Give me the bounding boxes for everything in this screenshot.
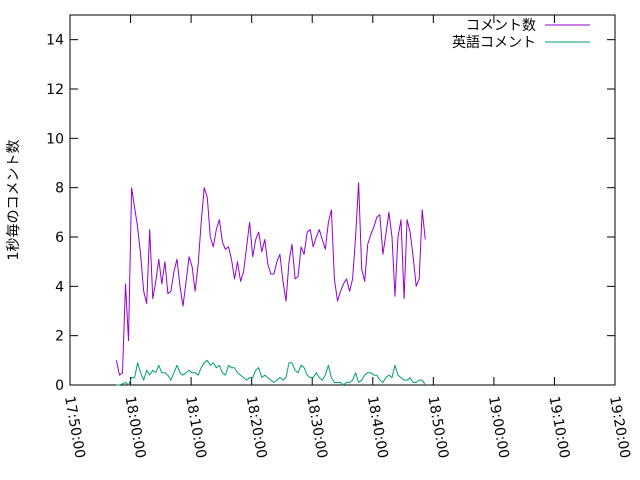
y-axis-label: 1秒毎のコメント数 bbox=[6, 140, 22, 261]
plot-border bbox=[69, 14, 616, 386]
series-line-2 bbox=[116, 359, 426, 386]
y-tick-label: 12 bbox=[46, 82, 64, 98]
y-tick-label: 10 bbox=[46, 131, 64, 147]
y-tick-label: 2 bbox=[55, 329, 64, 345]
y-axis-ticks: 0 2 4 6 8 10 12 14 bbox=[46, 33, 615, 394]
series-lines bbox=[115, 182, 426, 386]
y-tick-label: 4 bbox=[55, 279, 64, 295]
legend-label-2: 英語コメント bbox=[452, 34, 536, 51]
y-tick-label: 6 bbox=[55, 230, 64, 246]
plot-frame bbox=[69, 14, 616, 386]
y-tick-label: 8 bbox=[55, 181, 64, 197]
y-tick-label: 0 bbox=[55, 378, 64, 394]
y-tick-label: 14 bbox=[46, 33, 64, 49]
series-line-1 bbox=[115, 182, 426, 376]
legend-label-1: コメント数 bbox=[466, 18, 536, 34]
